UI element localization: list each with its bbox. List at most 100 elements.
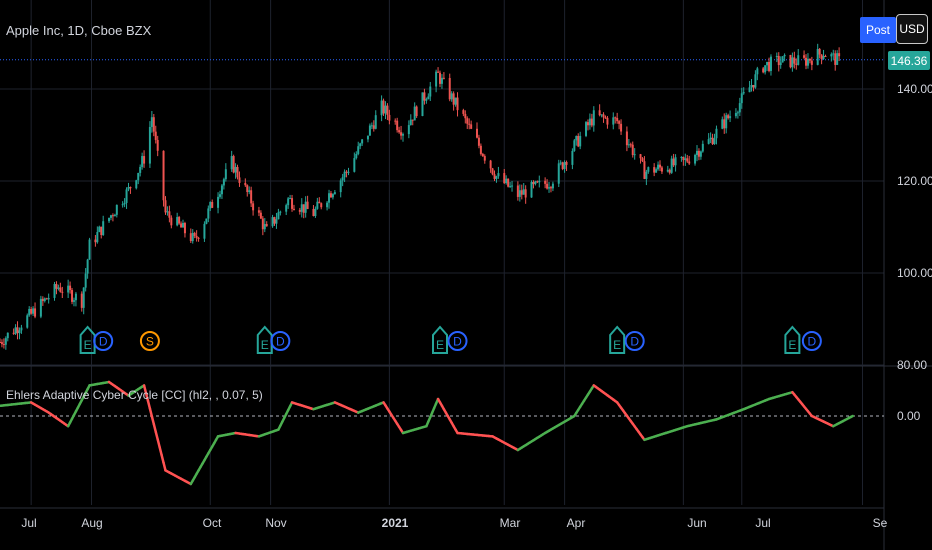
- candle-body: [232, 156, 235, 173]
- candle-body: [503, 173, 506, 184]
- candle-body: [211, 201, 214, 208]
- candle-body: [100, 226, 103, 235]
- candle-body: [448, 77, 451, 100]
- candle-body: [139, 166, 142, 173]
- candle-body: [830, 54, 833, 57]
- candle-body: [559, 162, 562, 164]
- candle-body: [505, 178, 508, 184]
- candle-body: [633, 154, 636, 156]
- candle-body: [834, 53, 837, 65]
- candle-body: [273, 217, 276, 224]
- candle-body: [207, 208, 210, 219]
- time-axis-label: Jun: [687, 516, 706, 530]
- candle-body: [808, 58, 811, 61]
- candle-body: [0, 342, 3, 345]
- price-axis-label: 100.00: [897, 266, 932, 280]
- candle-body: [588, 118, 591, 126]
- candle-body: [672, 158, 675, 166]
- candle-body: [193, 232, 196, 236]
- candle-body: [250, 190, 253, 204]
- candle-body: [530, 181, 533, 198]
- time-axis-label: Jul: [755, 516, 770, 530]
- candle-body: [6, 332, 9, 339]
- dividend-marker: [801, 331, 822, 351]
- time-axis-label: Mar: [500, 516, 521, 530]
- candle-body: [205, 218, 208, 224]
- candle-body: [573, 140, 576, 151]
- candle-body: [236, 166, 239, 178]
- candle-body: [437, 71, 440, 73]
- post-session-button[interactable]: Post: [860, 17, 896, 43]
- candle-body: [442, 77, 445, 79]
- candle-body: [168, 211, 171, 218]
- earnings-marker-label: E: [788, 338, 796, 352]
- candle-body: [306, 201, 309, 209]
- split-marker-label: S: [146, 335, 154, 349]
- candle-body: [791, 57, 794, 68]
- candle-body: [653, 167, 656, 173]
- candle-body: [729, 116, 732, 119]
- candle-body: [183, 222, 186, 234]
- candle-body: [217, 196, 220, 208]
- candle-body: [189, 233, 192, 242]
- candle-body: [41, 298, 44, 302]
- dividend-marker: [270, 331, 291, 351]
- candles: [0, 43, 841, 350]
- candle-body: [345, 171, 348, 173]
- candle-body: [135, 180, 138, 189]
- candle-body: [150, 117, 153, 127]
- candle-body: [300, 204, 303, 212]
- candle-body: [466, 118, 469, 124]
- earnings-marker: [784, 325, 801, 354]
- candle-body: [265, 224, 268, 227]
- candle-body: [762, 68, 765, 73]
- candle-body: [818, 48, 821, 55]
- candle-body: [259, 212, 262, 219]
- currency-button[interactable]: USD: [896, 14, 928, 44]
- candle-body: [359, 143, 362, 147]
- candle-body: [602, 114, 605, 118]
- candle-body: [411, 119, 414, 121]
- candle-body: [72, 300, 75, 302]
- candle-body: [620, 123, 623, 132]
- candle-body: [711, 137, 714, 145]
- candle-body: [69, 285, 72, 291]
- candle-body: [86, 259, 89, 274]
- dividend-marker-label: D: [99, 335, 108, 349]
- osc-segment: [156, 438, 161, 449]
- candle-body: [209, 201, 212, 209]
- candle-body: [775, 55, 778, 57]
- candle-body: [674, 157, 677, 166]
- candle-body: [797, 55, 800, 65]
- candle-body: [123, 202, 126, 205]
- candle-body: [725, 115, 728, 129]
- candle-body: [180, 223, 183, 228]
- candle-body: [115, 204, 118, 215]
- candle-body: [575, 135, 578, 141]
- candle-body: [30, 308, 33, 314]
- earnings-marker: [609, 325, 626, 354]
- candle-body: [479, 145, 482, 154]
- candle-body: [166, 211, 169, 213]
- candle-body: [121, 204, 124, 206]
- candle-body: [561, 162, 564, 169]
- candle-body: [88, 239, 91, 260]
- candle-body: [162, 150, 165, 201]
- candle-body: [156, 139, 159, 151]
- candle-body: [518, 190, 521, 197]
- candle-body: [137, 172, 140, 181]
- candle-body: [152, 117, 155, 132]
- candle-body: [74, 293, 77, 301]
- candle-body: [592, 110, 595, 126]
- candle-body: [59, 287, 62, 292]
- candle-body: [113, 214, 116, 217]
- candle-body: [836, 53, 839, 65]
- candle-body: [495, 176, 498, 179]
- candle-body: [285, 205, 288, 212]
- candle-body: [838, 53, 841, 57]
- candle-body: [440, 77, 443, 84]
- candle-body: [372, 125, 375, 129]
- candle-body: [361, 139, 364, 144]
- candle-body: [670, 158, 673, 173]
